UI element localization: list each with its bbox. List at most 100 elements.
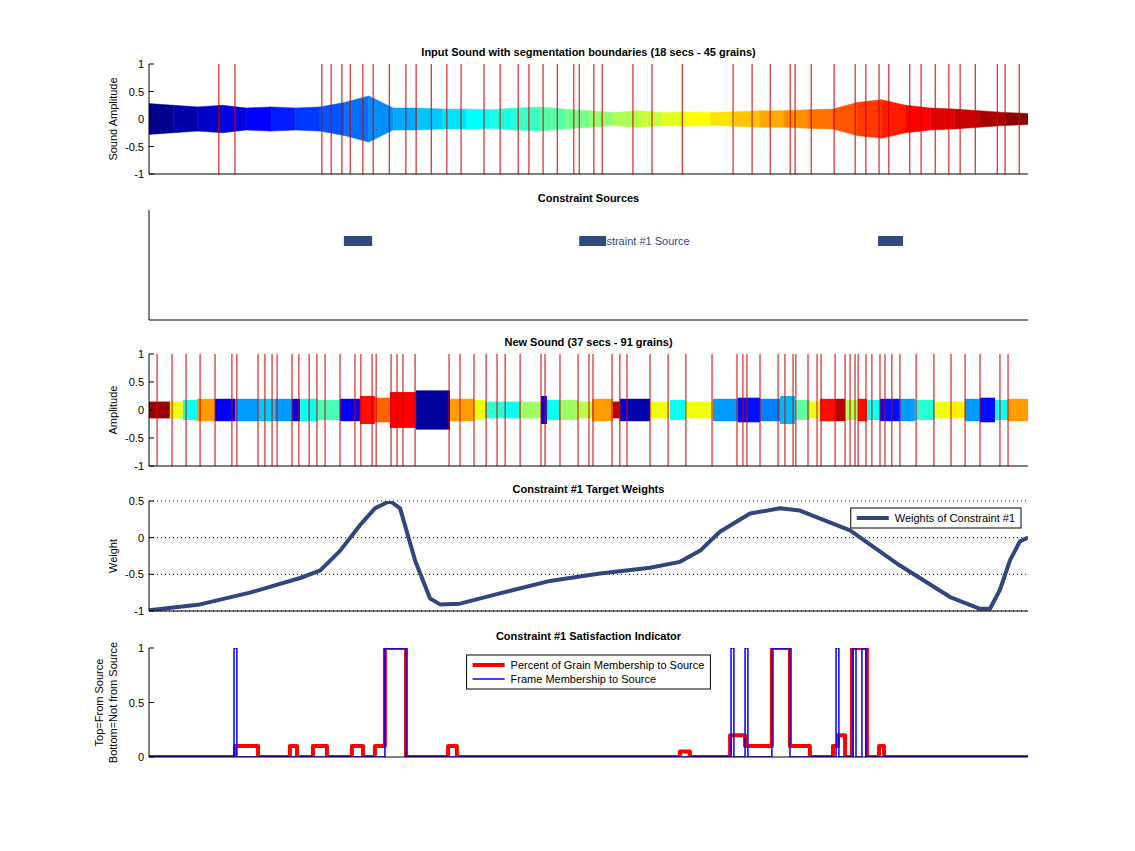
grain	[485, 402, 503, 419]
grain	[149, 402, 170, 419]
boundary	[362, 64, 363, 174]
grain	[360, 396, 375, 424]
boundary	[888, 64, 889, 174]
boundary	[733, 64, 734, 174]
grain	[592, 399, 613, 421]
panel-3: Constraint #1 Target WeightsWeight-1-0.5…	[107, 483, 1028, 617]
y-tick-label: 0.5	[129, 697, 144, 709]
boundary	[528, 64, 529, 174]
wave-segment	[637, 111, 661, 128]
grain	[450, 399, 474, 421]
boundary	[632, 64, 633, 174]
boundary	[483, 64, 484, 174]
boundary	[354, 354, 355, 466]
y-tick-label: -1	[134, 460, 144, 472]
y-tick-label: 0.5	[129, 376, 144, 388]
boundary	[834, 64, 835, 174]
boundary	[770, 64, 771, 174]
figure: Input Sound with segmentation boundaries…	[0, 0, 1135, 851]
boundary	[593, 354, 594, 466]
boundary	[997, 64, 998, 174]
wave-segment	[515, 107, 539, 131]
y-tick-label: 0	[138, 113, 144, 125]
boundary	[899, 354, 900, 466]
title: Constraint #1 Target Weights	[513, 483, 665, 495]
wave-segment	[930, 108, 954, 130]
boundary	[651, 64, 652, 174]
boundary	[855, 64, 856, 174]
x-axis	[149, 611, 1028, 612]
boundary	[350, 64, 351, 174]
wave-segment	[979, 111, 1003, 128]
wave-segment	[271, 107, 295, 131]
boundary	[520, 354, 521, 466]
y-label: Amplitude	[107, 386, 119, 435]
boundary	[157, 354, 158, 466]
y-tick	[149, 354, 154, 355]
boundary	[557, 64, 558, 174]
boundary	[909, 64, 910, 174]
y-tick-label: 1	[138, 642, 144, 654]
wave-segment	[564, 109, 588, 129]
boundary	[200, 354, 201, 466]
axes: -1-0.500.51	[125, 348, 1028, 472]
boundary	[292, 354, 293, 466]
boundary	[559, 354, 560, 466]
wave-segment	[833, 103, 857, 136]
grain	[1008, 399, 1028, 421]
wave-segment	[1004, 112, 1028, 125]
y-tick	[149, 382, 154, 383]
boundary	[588, 354, 589, 466]
boundary	[258, 354, 259, 466]
boundary	[784, 354, 785, 466]
axes: 00.51	[129, 642, 1028, 763]
boundary	[1019, 64, 1020, 174]
x-axis	[149, 320, 1028, 321]
background	[0, 0, 1135, 851]
boundary	[272, 354, 273, 466]
grain	[685, 402, 713, 419]
y-tick-label: -1	[134, 605, 144, 617]
title: Constraint #1 Satisfaction Indicator	[496, 630, 682, 642]
title: Input Sound with segmentation boundaries…	[421, 46, 756, 58]
boundary	[793, 354, 794, 466]
boundary	[921, 64, 922, 174]
source-interval	[579, 236, 606, 246]
boundary	[486, 354, 487, 466]
boundary	[668, 354, 669, 466]
y-tick-label: 1	[138, 58, 144, 70]
y-tick-label: -0.5	[125, 432, 144, 444]
source-interval	[344, 236, 372, 246]
plot-area	[149, 648, 1028, 757]
y-tick	[149, 611, 154, 612]
boundary	[760, 354, 761, 466]
source-interval	[878, 236, 903, 246]
boundary	[518, 64, 519, 174]
boundary	[389, 64, 390, 174]
y-tick-label: 0	[138, 532, 144, 544]
grid-line	[149, 537, 1028, 538]
boundary	[752, 64, 753, 174]
boundary	[602, 64, 603, 174]
grid-line	[149, 611, 1028, 612]
boundary	[416, 64, 417, 174]
grain	[628, 399, 650, 421]
boundary	[795, 64, 796, 174]
legend-label: Weights of Constraint #1	[895, 512, 1015, 524]
boundary	[461, 64, 462, 174]
grain	[738, 398, 760, 423]
boundary	[778, 354, 779, 466]
y-tick	[149, 174, 154, 175]
boundary	[543, 64, 544, 174]
boundary	[916, 354, 917, 466]
boundary	[626, 354, 627, 466]
y-tick-label: 1	[138, 348, 144, 360]
boundary	[999, 354, 1000, 466]
boundary	[391, 354, 392, 466]
x-axis	[149, 757, 1028, 758]
y-tick-label: 0.5	[129, 86, 144, 98]
boundary	[736, 354, 737, 466]
boundary	[685, 354, 686, 466]
boundary	[459, 354, 460, 466]
boundary	[951, 354, 952, 466]
